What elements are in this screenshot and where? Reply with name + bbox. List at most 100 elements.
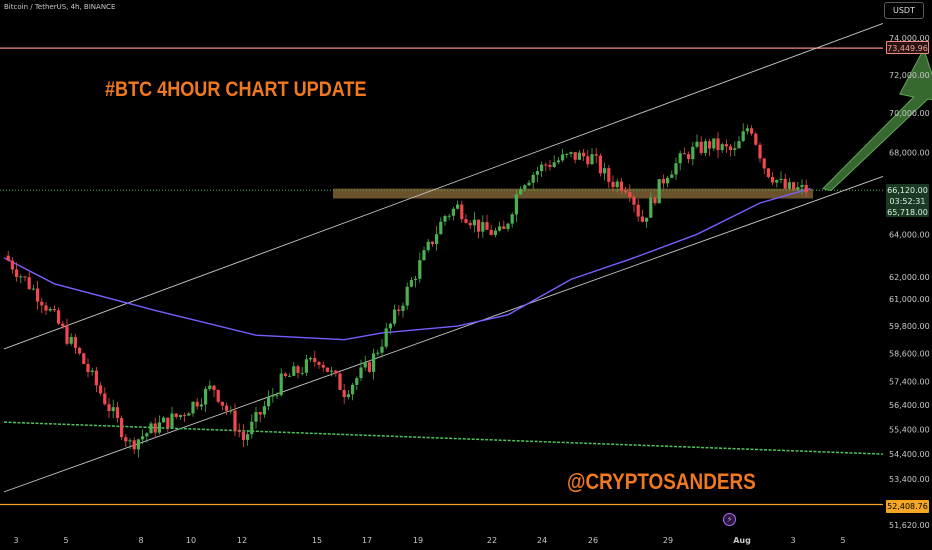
candle-body xyxy=(174,413,178,417)
candle-body xyxy=(409,280,413,287)
candle-body xyxy=(666,177,670,184)
candle-body xyxy=(800,185,804,188)
y-tick-label: 59,800.00 xyxy=(889,322,930,331)
lightning-event-icon[interactable]: ⚡ xyxy=(723,513,736,526)
candle-body xyxy=(23,276,27,278)
candle-body xyxy=(758,144,762,159)
candle-body xyxy=(275,395,279,397)
candle-body xyxy=(577,152,581,160)
candle-body xyxy=(766,168,770,177)
symbol-title[interactable]: Bitcoin / TetherUS, 4h, BINANCE xyxy=(4,3,116,11)
channel-lower-line xyxy=(3,175,884,493)
x-tick-label: 3 xyxy=(13,536,18,545)
candle-body xyxy=(309,357,313,360)
candle-body xyxy=(397,309,401,311)
candle-body xyxy=(586,156,590,165)
candle-body xyxy=(451,208,455,216)
candle-body xyxy=(283,373,287,377)
y-tick-label: 64,000.00 xyxy=(889,230,930,239)
candle-body xyxy=(775,179,779,183)
candle-body xyxy=(124,437,128,442)
candle-body xyxy=(422,250,426,261)
candle-body xyxy=(787,182,791,189)
candle-body xyxy=(670,174,674,178)
candle-body xyxy=(649,197,653,218)
candle-body xyxy=(338,373,342,390)
y-tick-label: 68,000.00 xyxy=(889,148,930,157)
candle-body xyxy=(65,326,69,344)
candle-body xyxy=(804,185,808,193)
current-price-value: 66,120.00 xyxy=(887,186,928,195)
candle-body xyxy=(590,154,594,165)
candle-body xyxy=(691,146,695,160)
support-zone xyxy=(333,188,813,199)
candle-body xyxy=(237,430,241,432)
y-tick-label: 62,000.00 xyxy=(889,273,930,282)
candle-body xyxy=(31,288,35,290)
candle-body xyxy=(376,352,380,354)
candle-body xyxy=(502,226,506,229)
y-tick-label: 51,620.00 xyxy=(889,521,930,530)
x-tick-label: 17 xyxy=(362,536,372,545)
candle-body xyxy=(351,384,355,395)
candle-body xyxy=(212,385,216,390)
candle-body xyxy=(300,372,304,374)
candle-body xyxy=(372,353,376,372)
candle-body xyxy=(632,196,636,205)
candle-body xyxy=(628,192,632,197)
candle-body xyxy=(745,128,749,132)
x-tick-label: Aug xyxy=(733,536,751,545)
candle-body xyxy=(120,418,124,438)
candle-body xyxy=(498,226,502,231)
y-tick-label: 55,400.00 xyxy=(889,425,930,434)
candle-body xyxy=(460,204,464,220)
candle-body xyxy=(418,260,422,279)
candle-body xyxy=(78,347,82,354)
x-tick-label: 24 xyxy=(537,536,547,545)
candle-body xyxy=(359,367,363,379)
candle-body xyxy=(57,310,61,324)
candle-body xyxy=(183,415,187,417)
candle-body xyxy=(313,357,317,363)
candle-body xyxy=(729,146,733,151)
candle-body xyxy=(296,366,300,373)
candle-body xyxy=(619,181,623,191)
candle-body xyxy=(250,421,254,435)
candle-body xyxy=(262,406,266,415)
candle-body xyxy=(426,241,430,251)
candle-body xyxy=(73,337,77,348)
x-tick-label: 29 xyxy=(663,536,673,545)
currency-badge[interactable]: USDT xyxy=(884,2,924,19)
candle-body xyxy=(724,144,728,147)
candle-body xyxy=(733,148,737,151)
candle-body xyxy=(636,204,640,217)
candle-body xyxy=(464,219,468,223)
candle-body xyxy=(220,401,224,406)
x-tick-label: 26 xyxy=(588,536,598,545)
candle-body xyxy=(99,385,103,394)
candle-body xyxy=(527,182,531,186)
candle-body xyxy=(363,362,367,368)
candle-body xyxy=(762,158,766,169)
candle-body xyxy=(178,415,182,417)
candle-body xyxy=(90,370,94,372)
candle-body xyxy=(477,219,481,232)
candle-body xyxy=(132,440,136,450)
candle-body xyxy=(288,375,292,377)
candle-body xyxy=(598,155,602,174)
y-tick-label: 61,000.00 xyxy=(889,295,930,304)
candle-body xyxy=(519,189,523,195)
candle-body xyxy=(258,412,262,415)
candle-body xyxy=(388,323,392,329)
candle-body xyxy=(661,179,665,184)
candle-body xyxy=(741,131,745,142)
candle-body xyxy=(401,305,405,311)
candle-body xyxy=(36,288,40,302)
candle-body xyxy=(225,405,229,411)
candle-body xyxy=(414,278,418,281)
x-tick-label: 3 xyxy=(790,536,795,545)
candle-body xyxy=(145,433,149,437)
author-watermark: @CRYPTOSANDERS xyxy=(567,469,756,494)
candle-body xyxy=(573,152,577,160)
